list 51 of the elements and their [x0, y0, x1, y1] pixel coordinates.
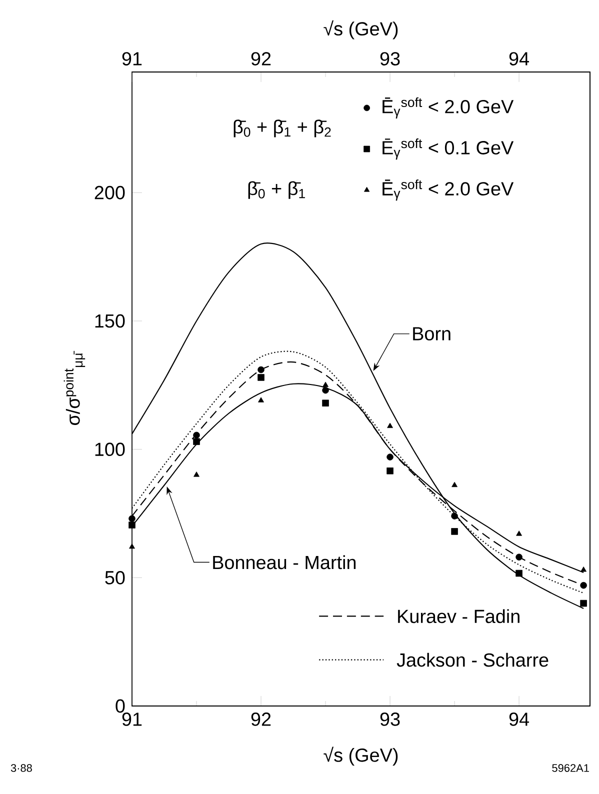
point — [516, 570, 522, 577]
x-tick-label: 92 — [251, 712, 271, 726]
point — [516, 530, 522, 536]
point — [322, 382, 328, 387]
annotation: β̄$_{0}$ + β̄$_{1}$ — [248, 181, 305, 199]
point — [194, 472, 200, 477]
x2-axis-title: √s (GeV) — [324, 20, 398, 40]
legend-label: Kuraev - Fadin — [398, 609, 520, 624]
point — [516, 554, 522, 561]
legend-label: Jackson - Scharre — [396, 652, 548, 667]
point — [128, 522, 136, 528]
point — [580, 582, 587, 589]
x2-tick-label: 91 — [122, 52, 142, 66]
point — [322, 400, 329, 406]
x2-tick-label: 92 — [251, 52, 271, 66]
x-tick-label: 93 — [380, 712, 400, 726]
point — [128, 515, 136, 522]
point — [451, 528, 458, 535]
y-tick-label: 200 — [94, 186, 125, 200]
y-axis-title: σ/σ$^{point}$μμ̄ — [64, 350, 86, 426]
y-tick-label: 0 — [116, 699, 125, 713]
legend-label: Ē$_{γ}$$^{soft}$ < 0.1 GeV — [382, 138, 514, 160]
x-axis-title: √s (GeV) — [324, 746, 398, 766]
legend-label: Ē$_{γ}$$^{soft}$ < 2.0 GeV — [382, 97, 514, 119]
point — [193, 432, 200, 439]
point — [258, 366, 264, 374]
annotation: Bonneau - Martin — [213, 555, 356, 570]
point — [193, 438, 200, 446]
point — [580, 566, 587, 572]
point — [452, 482, 458, 488]
point — [258, 374, 264, 381]
text: 5962A1 — [552, 764, 589, 772]
point — [386, 454, 394, 460]
point — [386, 467, 394, 474]
x-tick-label: 94 — [509, 712, 530, 726]
y-tick-label: 100 — [95, 442, 125, 456]
y-tick-label: 50 — [105, 570, 125, 584]
point — [129, 543, 135, 549]
text: 3·88 — [10, 764, 32, 772]
annotation: β̄$_{0}$ + β̄$_{1}$ + β̄$_{2}$ — [234, 120, 331, 138]
y-tick-label: 150 — [95, 314, 125, 328]
x-tick-label: 91 — [122, 712, 142, 726]
x2-tick-label: 93 — [380, 52, 400, 66]
legend-label: Ē$_{γ}$$^{soft}$ < 2.0 GeV — [382, 179, 514, 201]
x2-tick-label: 94 — [509, 52, 530, 66]
point — [322, 386, 329, 394]
point — [387, 422, 393, 428]
point — [580, 600, 587, 607]
point — [451, 512, 458, 520]
point — [258, 397, 264, 402]
annotation: Born — [413, 327, 450, 340]
